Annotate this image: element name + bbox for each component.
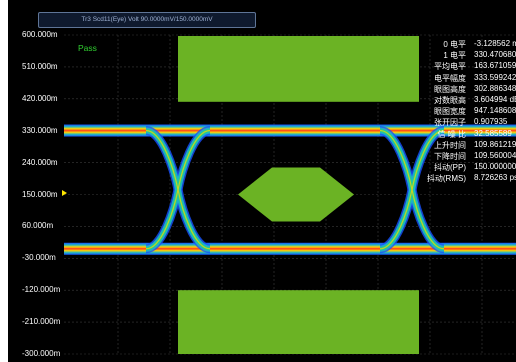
y-axis-tick-label: 60.000m — [22, 221, 54, 231]
measurement-value: 333.599242 m — [474, 72, 516, 82]
y-axis-tick-label: 600.000m — [22, 30, 58, 39]
left-eye-crossing — [144, 126, 212, 254]
y-axis-tick-label: -210.000m — [22, 317, 61, 327]
measurement-label: 下降时间 — [434, 151, 466, 161]
measurement-value: -3.128562 m — [474, 39, 516, 48]
measurement-label: 信 噪 比 — [437, 129, 466, 139]
measurement-label: 上升时间 — [434, 140, 466, 150]
measurement-label: 电平幅度 — [434, 73, 466, 83]
measurement-value: 3.604994 dB — [474, 94, 516, 104]
measurement-row: 眼图宽度 947.148608 p — [422, 106, 516, 117]
measurement-value: 947.148608 p — [474, 106, 516, 116]
pass-status: Pass — [78, 43, 97, 53]
measurement-row: 0 电平 -3.128562 m — [422, 39, 516, 50]
trigger-level-marker-icon[interactable] — [62, 190, 67, 196]
measurement-row: 电平幅度 333.599242 m — [422, 73, 516, 84]
y-axis-tick-label: -300.000m — [22, 349, 61, 358]
measurement-row: 1 电平 330.470680 m — [422, 50, 516, 61]
measurement-row: 眼图高度 302.886348 m — [422, 84, 516, 95]
y-axis-tick-label: 510.000m — [22, 61, 58, 71]
upper-mask — [178, 36, 419, 102]
measurement-panel: 0 电平 -3.128562 m 1 电平 330.470680 m 平均电平 163.6… — [422, 39, 516, 184]
eye-traces — [64, 124, 516, 255]
measurement-label: 0 电平 — [443, 40, 466, 49]
left-border — [0, 0, 8, 362]
measurement-value: 330.470680 m — [474, 50, 516, 60]
measurement-label: 张开因子 — [434, 118, 466, 128]
measurement-value: 109.861219 p — [474, 139, 516, 149]
measurement-label: 抖动(RMS) — [426, 174, 466, 184]
measurement-value: 0.907935 — [474, 117, 508, 127]
y-axis-tick-label: -30.000m — [22, 253, 56, 263]
center-mask — [238, 167, 354, 222]
measurement-row: 信 噪 比 32.585589 — [422, 129, 516, 140]
measurement-value: 109.560004 p — [474, 150, 516, 160]
mask-regions — [178, 36, 419, 354]
measurement-value: 32.585589 — [474, 128, 512, 138]
measurement-value: 163.671059 m — [474, 61, 516, 71]
eye-diagram-display[interactable]: Tr3 Scd11(Eye) Volt 90.0000mV/150.0000mV… — [8, 0, 516, 362]
trace-title-bar[interactable]: Tr3 Scd11(Eye) Volt 90.0000mV/150.0000mV — [38, 12, 256, 28]
eye-diagram-plot — [64, 34, 516, 355]
eye-crossing-stroke — [145, 129, 211, 250]
measurement-row: 抖动(PP) 150.000000 p — [422, 162, 516, 173]
eye-crossing-stroke — [379, 129, 445, 250]
measurement-label: 平均电平 — [434, 62, 466, 72]
y-axis-tick-label: 330.000m — [22, 125, 58, 135]
measurement-value: 8.726263 ps — [474, 173, 516, 183]
y-axis-tick-label: 240.000m — [22, 157, 58, 167]
measurement-label: 抖动(PP) — [434, 163, 466, 173]
measurement-label: 眼图宽度 — [434, 107, 466, 117]
right-eye-crossing — [378, 126, 446, 254]
y-axis-tick-label: 150.000m — [22, 189, 58, 199]
measurement-label: 眼图高度 — [434, 84, 466, 94]
measurement-row: 平均电平 163.671059 m — [422, 61, 516, 72]
measurement-value: 150.000000 p — [474, 162, 516, 172]
low-level-trace — [64, 242, 516, 255]
measurement-label: 对数眼高 — [434, 95, 466, 105]
measurement-label: 1 电平 — [443, 51, 466, 61]
measurement-row: 张开因子 0.907935 — [422, 117, 516, 128]
lower-mask — [178, 290, 419, 354]
y-axis-tick-label: 420.000m — [22, 93, 58, 103]
measurement-row: 下降时间 109.560004 p — [422, 151, 516, 162]
high-level-trace — [64, 124, 516, 137]
measurement-row: 抖动(RMS) 8.726263 ps — [422, 173, 516, 184]
measurement-row: 对数眼高 3.604994 dB — [422, 95, 516, 106]
measurement-value: 302.886348 m — [474, 83, 516, 93]
y-axis-tick-label: -120.000m — [22, 285, 61, 295]
measurement-row: 上升时间 109.861219 p — [422, 140, 516, 151]
